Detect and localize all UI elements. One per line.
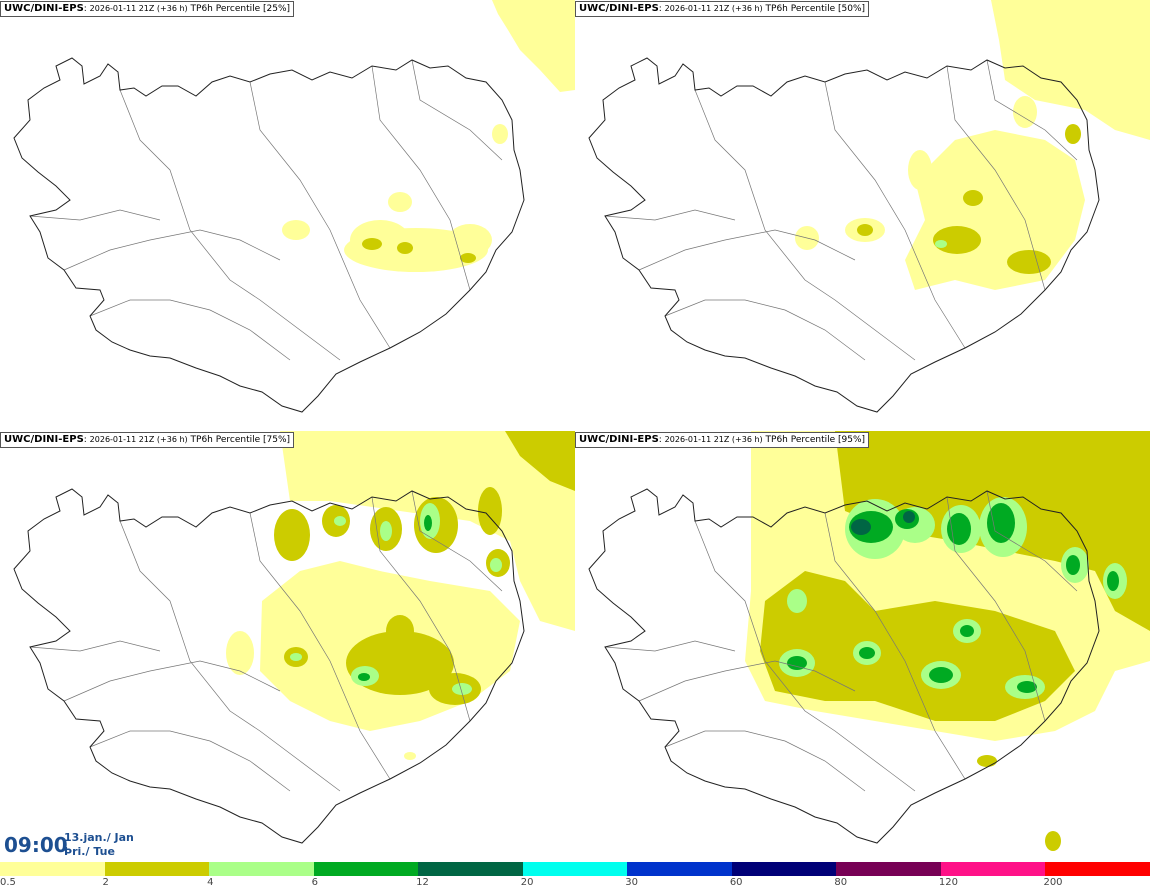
legend-swatch xyxy=(418,862,524,876)
valid-date-line1: 13.jan./ Jan xyxy=(64,831,134,844)
product-name: UWC/DINI-EPS xyxy=(579,3,659,14)
variable-label: TP6h Percentile [95%] xyxy=(765,435,866,445)
run-info: 2026-01-11 21Z (+36 h) xyxy=(89,435,188,444)
map-panel-p95: UWC/DINI-EPS: 2026-01-11 21Z (+36 h) TP6… xyxy=(575,431,1150,862)
legend-swatch xyxy=(940,862,1046,876)
panel-title: UWC/DINI-EPS: 2026-01-11 21Z (+36 h) TP6… xyxy=(0,432,295,448)
legend-tick-label: 6 xyxy=(311,877,318,888)
map-panel-p75: UWC/DINI-EPS: 2026-01-11 21Z (+36 h) TP6… xyxy=(0,431,575,862)
legend-swatch xyxy=(0,862,105,876)
legend-swatch xyxy=(522,862,628,876)
legend-swatch xyxy=(104,862,210,876)
precip-map xyxy=(588,431,1150,851)
legend-tick-label: 4 xyxy=(207,877,214,888)
legend-swatch xyxy=(209,862,315,876)
legend-swatch xyxy=(1045,862,1150,876)
legend-tick-label: 80 xyxy=(834,877,848,888)
legend-tick-label: 12 xyxy=(416,877,429,888)
color-legend: 0.5 2 4 6 12 20 30 60 80 120 200 xyxy=(0,862,1150,891)
run-info: 2026-01-11 21Z (+36 h) xyxy=(664,4,763,13)
legend-tick-label: 20 xyxy=(520,877,534,888)
variable-label: TP6h Percentile [25%] xyxy=(190,4,291,14)
panel-title: UWC/DINI-EPS: 2026-01-11 21Z (+36 h) TP6… xyxy=(575,1,870,17)
valid-date: 13.jan./ Jan Þri./ Tue xyxy=(64,831,134,859)
run-info: 2026-01-11 21Z (+36 h) xyxy=(89,4,188,13)
run-info: 2026-01-11 21Z (+36 h) xyxy=(664,435,763,444)
product-name: UWC/DINI-EPS xyxy=(4,3,84,14)
legend-tick-label: 30 xyxy=(625,877,638,888)
precip-map xyxy=(588,0,1150,413)
variable-label: TP6h Percentile [50%] xyxy=(765,4,866,14)
legend-swatch xyxy=(836,862,942,876)
variable-label: TP6h Percentile [75%] xyxy=(190,435,291,445)
map-panel-p50: UWC/DINI-EPS: 2026-01-11 21Z (+36 h) TP6… xyxy=(575,0,1150,431)
panel-title: UWC/DINI-EPS: 2026-01-11 21Z (+36 h) TP6… xyxy=(575,432,870,448)
valid-hour: 09:00 xyxy=(4,833,68,857)
legend-swatch xyxy=(731,862,837,876)
legend-swatch xyxy=(313,862,419,876)
legend-tick-label: 0.5 xyxy=(0,877,16,888)
precip-map xyxy=(13,431,575,844)
legend-tick-label: 60 xyxy=(729,877,743,888)
legend-tick-label: 120 xyxy=(938,877,958,888)
product-name: UWC/DINI-EPS xyxy=(4,434,84,445)
legend-swatch xyxy=(627,862,733,876)
valid-time-box: 09:00 13.jan./ Jan Þri./ Tue xyxy=(0,828,142,862)
map-panel-p25: UWC/DINI-EPS: 2026-01-11 21Z (+36 h) TP6… xyxy=(0,0,575,431)
panel-title: UWC/DINI-EPS: 2026-01-11 21Z (+36 h) TP6… xyxy=(0,1,295,17)
product-name: UWC/DINI-EPS xyxy=(579,434,659,445)
legend-tick-label: 200 xyxy=(1043,877,1063,888)
legend-tick-label: 2 xyxy=(102,877,109,888)
valid-date-line2: Þri./ Tue xyxy=(64,845,115,858)
precip-map xyxy=(13,0,575,413)
